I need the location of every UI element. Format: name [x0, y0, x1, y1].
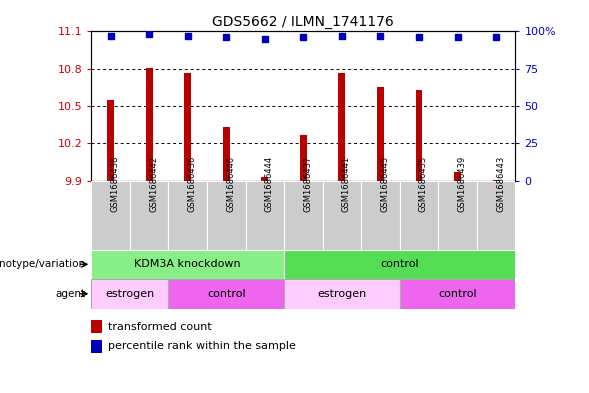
Text: control: control: [207, 289, 246, 299]
Bar: [400, 181, 438, 250]
Bar: [477, 181, 515, 250]
Bar: [284, 279, 400, 309]
Bar: [168, 181, 207, 250]
Point: [221, 34, 231, 40]
Text: control: control: [438, 289, 477, 299]
Text: KDM3A knockdown: KDM3A knockdown: [134, 259, 241, 269]
Bar: [284, 250, 515, 279]
Bar: [168, 279, 284, 309]
Text: GSM1686444: GSM1686444: [265, 156, 274, 212]
Text: percentile rank within the sample: percentile rank within the sample: [108, 341, 296, 351]
Bar: [323, 181, 361, 250]
Point: [106, 33, 115, 39]
Point: [299, 34, 308, 40]
Bar: [91, 181, 130, 250]
Bar: [130, 181, 168, 250]
Point: [183, 33, 193, 39]
Point: [414, 34, 423, 40]
Bar: [223, 127, 230, 181]
Bar: [454, 172, 461, 181]
Text: agent: agent: [55, 289, 85, 299]
Text: transformed count: transformed count: [108, 321, 212, 332]
Text: estrogen: estrogen: [317, 289, 366, 299]
Bar: [438, 181, 477, 250]
Bar: [107, 100, 114, 181]
Point: [260, 36, 270, 42]
Point: [337, 33, 346, 39]
Text: GSM1686435: GSM1686435: [419, 156, 428, 212]
Bar: [262, 177, 268, 181]
Bar: [400, 279, 515, 309]
Point: [376, 33, 385, 39]
Text: control: control: [380, 259, 419, 269]
Bar: [492, 180, 499, 181]
Bar: [184, 72, 191, 181]
Bar: [300, 135, 307, 181]
Point: [453, 34, 462, 40]
Text: GSM1686439: GSM1686439: [458, 156, 466, 212]
Text: estrogen: estrogen: [105, 289, 154, 299]
Bar: [246, 181, 284, 250]
Text: GSM1686438: GSM1686438: [111, 156, 120, 212]
Text: GSM1686442: GSM1686442: [149, 156, 158, 212]
Bar: [91, 279, 168, 309]
Bar: [91, 250, 284, 279]
Bar: [91, 340, 102, 353]
Text: GSM1686445: GSM1686445: [380, 156, 389, 212]
Bar: [91, 320, 102, 333]
Title: GDS5662 / ILMN_1741176: GDS5662 / ILMN_1741176: [213, 15, 394, 29]
Text: GSM1686437: GSM1686437: [303, 156, 312, 212]
Point: [144, 31, 154, 38]
Text: GSM1686441: GSM1686441: [342, 156, 351, 212]
Bar: [361, 181, 400, 250]
Text: GSM1686443: GSM1686443: [496, 156, 505, 212]
Bar: [284, 181, 323, 250]
Text: GSM1686436: GSM1686436: [188, 156, 197, 212]
Bar: [339, 72, 345, 181]
Bar: [145, 68, 153, 181]
Point: [491, 34, 501, 40]
Bar: [377, 87, 384, 181]
Text: genotype/variation: genotype/variation: [0, 259, 85, 269]
Text: GSM1686440: GSM1686440: [226, 156, 235, 212]
Bar: [207, 181, 246, 250]
Bar: [415, 90, 422, 181]
